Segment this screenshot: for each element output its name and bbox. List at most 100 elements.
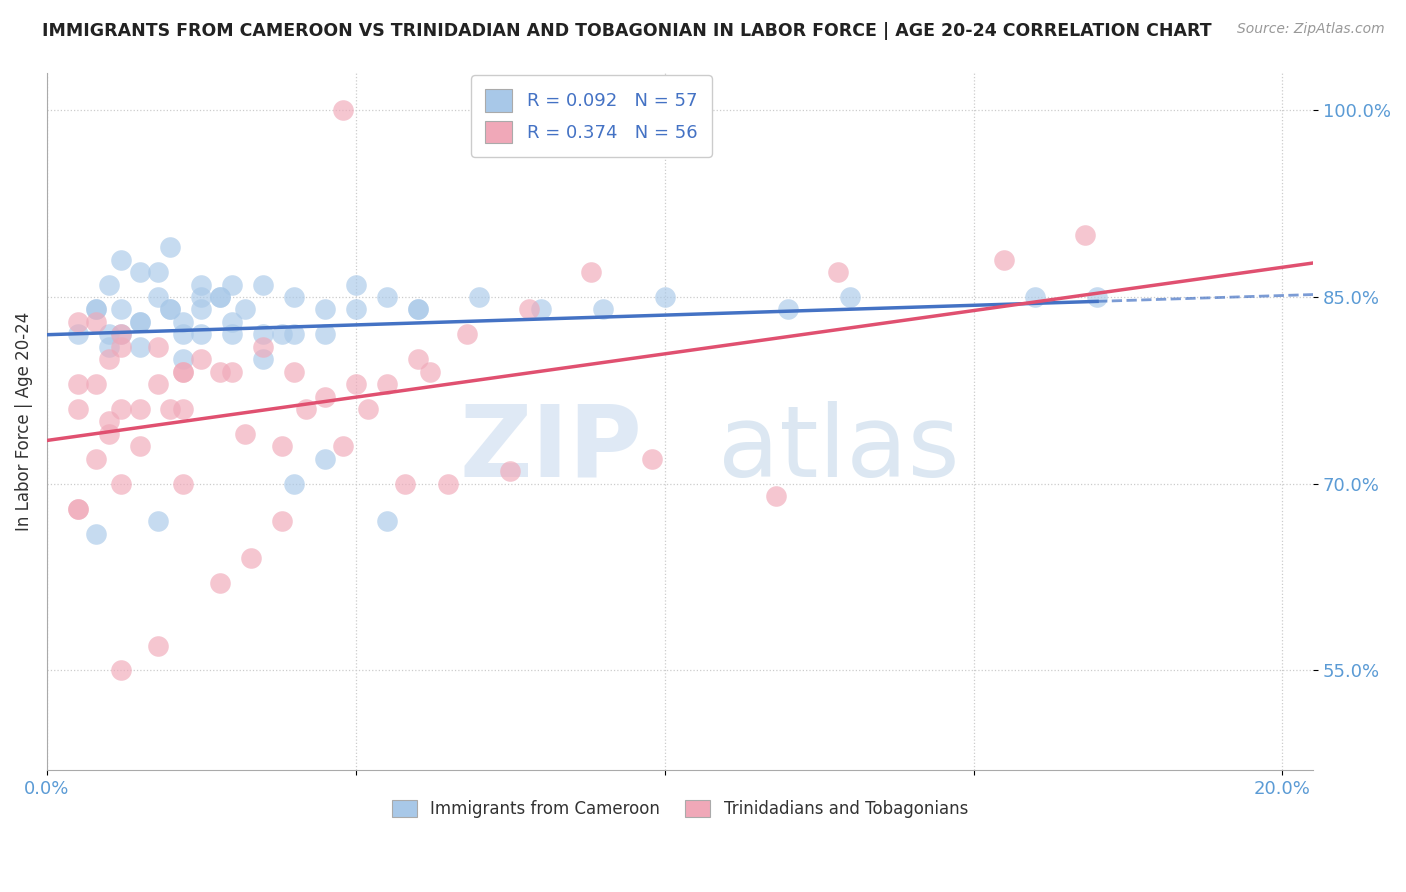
Point [66, 501, 89, 516]
Legend: Immigrants from Cameroon, Trinidadians and Tobagonians: Immigrants from Cameroon, Trinidadians a… [385, 793, 974, 824]
Point [190, 352, 212, 367]
Point [97, 426, 120, 441]
Point [468, 290, 491, 304]
Text: atlas: atlas [718, 401, 960, 498]
Point [208, 576, 231, 591]
Point [159, 302, 181, 317]
Point [172, 476, 194, 491]
Point [1024, 290, 1046, 304]
Point [839, 290, 862, 304]
Point [110, 252, 132, 267]
Point [295, 402, 318, 417]
Point [332, 439, 354, 453]
Point [110, 302, 132, 317]
Point [456, 327, 478, 342]
Y-axis label: In Labor Force | Age 20-24: In Labor Force | Age 20-24 [15, 312, 32, 531]
Point [146, 265, 169, 279]
Point [66, 377, 89, 392]
Point [128, 439, 150, 453]
Point [993, 252, 1015, 267]
Point [97, 340, 120, 354]
Point [270, 514, 292, 528]
Point [283, 327, 305, 342]
Point [66, 315, 89, 329]
Point [344, 302, 367, 317]
Point [357, 402, 380, 417]
Point [221, 327, 243, 342]
Point [406, 352, 429, 367]
Point [128, 340, 150, 354]
Point [110, 476, 132, 491]
Point [419, 365, 441, 379]
Point [190, 277, 212, 292]
Point [110, 340, 132, 354]
Point [375, 290, 398, 304]
Point [252, 340, 274, 354]
Point [233, 302, 256, 317]
Point [406, 302, 429, 317]
Point [146, 639, 169, 653]
Point [221, 365, 243, 379]
Point [110, 664, 132, 678]
Point [128, 265, 150, 279]
Point [172, 365, 194, 379]
Point [146, 340, 169, 354]
Point [270, 327, 292, 342]
Point [128, 315, 150, 329]
Point [827, 265, 849, 279]
Point [499, 464, 522, 478]
Point [190, 327, 212, 342]
Point [437, 476, 460, 491]
Point [221, 315, 243, 329]
Point [394, 476, 416, 491]
Point [66, 402, 89, 417]
Point [84, 526, 107, 541]
Point [97, 352, 120, 367]
Point [765, 489, 787, 503]
Point [252, 327, 274, 342]
Point [592, 302, 614, 317]
Point [146, 290, 169, 304]
Point [233, 426, 256, 441]
Text: ZIP: ZIP [460, 401, 643, 498]
Point [375, 377, 398, 392]
Point [128, 402, 150, 417]
Point [1085, 290, 1108, 304]
Point [110, 402, 132, 417]
Point [97, 415, 120, 429]
Point [146, 514, 169, 528]
Point [517, 302, 540, 317]
Point [344, 277, 367, 292]
Point [190, 290, 212, 304]
Point [190, 302, 212, 317]
Point [314, 302, 336, 317]
Point [344, 377, 367, 392]
Point [66, 501, 89, 516]
Point [84, 302, 107, 317]
Point [97, 327, 120, 342]
Point [252, 352, 274, 367]
Point [84, 315, 107, 329]
Point [84, 377, 107, 392]
Point [159, 302, 181, 317]
Point [1073, 227, 1095, 242]
Point [159, 240, 181, 254]
Point [159, 402, 181, 417]
Point [283, 365, 305, 379]
Point [332, 103, 354, 118]
Point [314, 327, 336, 342]
Point [172, 315, 194, 329]
Point [579, 265, 602, 279]
Text: IMMIGRANTS FROM CAMEROON VS TRINIDADIAN AND TOBAGONIAN IN LABOR FORCE | AGE 20-2: IMMIGRANTS FROM CAMEROON VS TRINIDADIAN … [42, 22, 1212, 40]
Point [270, 439, 292, 453]
Point [172, 402, 194, 417]
Point [110, 327, 132, 342]
Point [252, 277, 274, 292]
Point [208, 365, 231, 379]
Point [314, 451, 336, 466]
Point [283, 290, 305, 304]
Point [654, 290, 676, 304]
Text: Source: ZipAtlas.com: Source: ZipAtlas.com [1237, 22, 1385, 37]
Point [66, 327, 89, 342]
Point [128, 315, 150, 329]
